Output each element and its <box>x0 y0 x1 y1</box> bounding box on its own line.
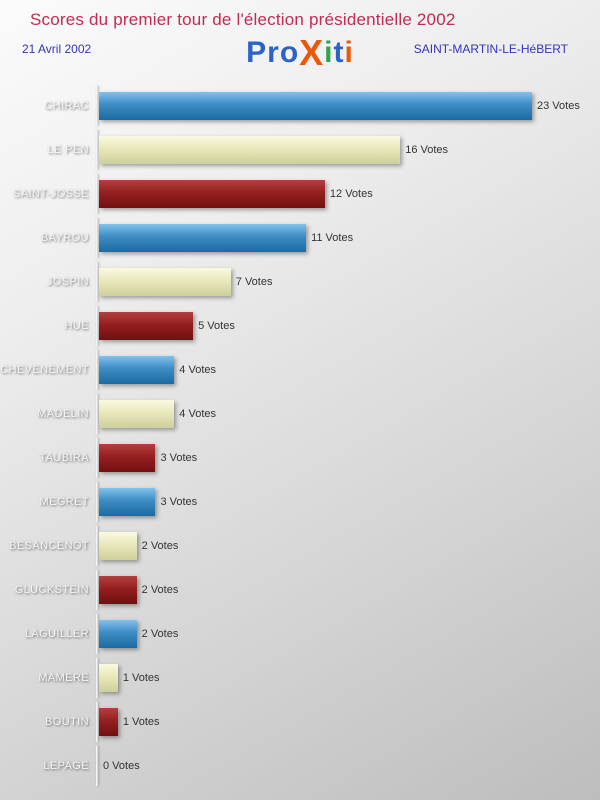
axis-line <box>96 438 98 478</box>
vote-bar <box>99 664 118 692</box>
candidate-label: LEPAGE <box>43 760 89 772</box>
axis-line <box>96 746 98 786</box>
axis-line <box>96 218 98 258</box>
candidate-label: MADELIN <box>37 408 89 420</box>
chart-row: CHEVENEMENT 4 Votes <box>0 348 600 392</box>
axis-line <box>96 262 98 302</box>
chart-row: HUE 5 Votes <box>0 304 600 348</box>
candidate-label: LE PEN <box>47 144 89 156</box>
candidate-label: HUE <box>64 320 89 332</box>
axis-line <box>96 658 98 698</box>
votes-label: 2 Votes <box>141 628 179 640</box>
axis-line <box>96 306 98 346</box>
vote-bar <box>99 224 307 252</box>
chart-row: BOUTIN 1 Votes <box>0 700 600 744</box>
candidate-label: CHIRAC <box>44 100 89 112</box>
axis-line <box>96 350 98 390</box>
vote-bar <box>99 312 194 340</box>
candidate-label: LAGUILLER <box>24 628 89 640</box>
vote-bar <box>99 180 325 208</box>
vote-bar <box>99 532 137 560</box>
logo-letter: i <box>344 36 354 69</box>
votes-label: 1 Votes <box>122 716 160 728</box>
chart-row: TAUBIRA 3 Votes <box>0 436 600 480</box>
logo-letter: P <box>246 36 268 69</box>
candidate-label: JOSPIN <box>46 276 89 288</box>
proxiti-logo: ProXiti <box>0 32 600 74</box>
vote-bar <box>99 488 156 516</box>
candidate-label: MAMERE <box>38 672 89 684</box>
vote-bar <box>99 708 118 736</box>
vote-bar <box>99 268 231 296</box>
chart-row: MAMERE 1 Votes <box>0 656 600 700</box>
logo-letter: o <box>279 36 300 69</box>
votes-label: 2 Votes <box>141 540 179 552</box>
candidate-label: BOUTIN <box>45 716 89 728</box>
vote-bar <box>99 356 175 384</box>
logo-letter: r <box>267 36 280 69</box>
chart-row: LAGUILLER 2 Votes <box>0 612 600 656</box>
votes-label: 11 Votes <box>311 232 354 244</box>
chart-row: GLUCKSTEIN 2 Votes <box>0 568 600 612</box>
votes-label: 2 Votes <box>141 584 179 596</box>
vote-bar <box>99 136 401 164</box>
axis-line <box>96 482 98 522</box>
logo-letter: t <box>333 36 345 69</box>
chart-row: CHIRAC 23 Votes <box>0 84 600 128</box>
votes-label: 16 Votes <box>405 144 449 156</box>
vote-bar <box>99 92 532 120</box>
bar-chart: CHIRAC 23 Votes LE PEN 16 Votes SAINT-JO… <box>0 84 600 788</box>
axis-line <box>96 614 98 654</box>
page-title: Scores du premier tour de l'élection pré… <box>30 10 456 29</box>
axis-line <box>96 526 98 566</box>
candidate-label: BAYROU <box>40 232 89 244</box>
axis-line <box>96 394 98 434</box>
chart-row: BAYROU 11 Votes <box>0 216 600 260</box>
header: Scores du premier tour de l'élection pré… <box>0 0 600 84</box>
axis-line <box>96 130 98 170</box>
candidate-label: TAUBIRA <box>39 452 89 464</box>
votes-label: 1 Votes <box>122 672 160 684</box>
logo-letter: X <box>299 32 325 73</box>
axis-line <box>96 86 98 126</box>
votes-label: 4 Votes <box>179 408 216 420</box>
candidate-label: SAINT-JOSSE <box>13 188 89 200</box>
axis-line <box>96 702 98 742</box>
votes-label: 4 Votes <box>179 364 216 376</box>
vote-bar <box>99 444 156 472</box>
chart-row: MEGRET 3 Votes <box>0 480 600 524</box>
votes-label: 12 Votes <box>329 188 373 200</box>
candidate-label: CHEVENEMENT <box>0 364 89 376</box>
votes-label: 23 Votes <box>537 100 580 112</box>
votes-label: 0 Votes <box>103 760 140 772</box>
commune-name: SAINT-MARTIN-LE-HéBERT <box>413 42 568 56</box>
chart-row: MADELIN 4 Votes <box>0 392 600 436</box>
axis-line <box>96 174 98 214</box>
logo-letter: i <box>324 36 334 69</box>
votes-label: 7 Votes <box>235 276 273 288</box>
candidate-label: BESANCENOT <box>9 540 89 552</box>
votes-label: 5 Votes <box>198 320 235 332</box>
candidate-label: MEGRET <box>39 496 89 508</box>
chart-row: JOSPIN 7 Votes <box>0 260 600 304</box>
votes-label: 3 Votes <box>160 452 198 464</box>
vote-bar <box>99 400 175 428</box>
votes-label: 3 Votes <box>160 496 198 508</box>
vote-bar <box>99 576 137 604</box>
candidate-label: GLUCKSTEIN <box>14 584 89 596</box>
vote-bar <box>99 620 137 648</box>
axis-line <box>96 570 98 610</box>
chart-row: LE PEN 16 Votes <box>0 128 600 172</box>
chart-row: BESANCENOT 2 Votes <box>0 524 600 568</box>
chart-row: SAINT-JOSSE 12 Votes <box>0 172 600 216</box>
chart-row: LEPAGE 0 Votes <box>0 744 600 788</box>
election-date: 21 Avril 2002 <box>22 42 92 56</box>
